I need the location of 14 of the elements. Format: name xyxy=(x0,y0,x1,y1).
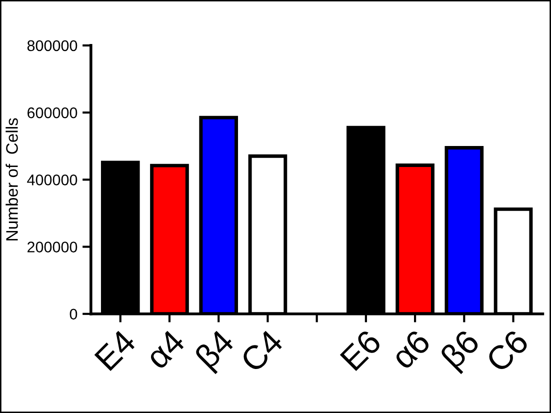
y-tick-label: 0 xyxy=(70,308,78,320)
x-tick-label: β6 xyxy=(439,328,486,374)
y-tick-label: 800000 xyxy=(27,40,78,52)
y-tick-label: 400000 xyxy=(27,174,78,186)
x-tick-label: α4 xyxy=(144,328,186,370)
x-tick-label: C6 xyxy=(484,328,530,374)
y-axis-title: Number of Cells xyxy=(6,118,18,240)
x-tick-label: E6 xyxy=(340,328,382,372)
y-tick-label: 200000 xyxy=(28,242,78,252)
x-tick-label: C4 xyxy=(239,328,284,374)
y-tick-label: 600000 xyxy=(28,107,78,118)
x-tick-label: α6 xyxy=(390,328,432,370)
x-tick-label: E4 xyxy=(94,328,137,372)
x-tick-label: β4 xyxy=(194,328,240,374)
